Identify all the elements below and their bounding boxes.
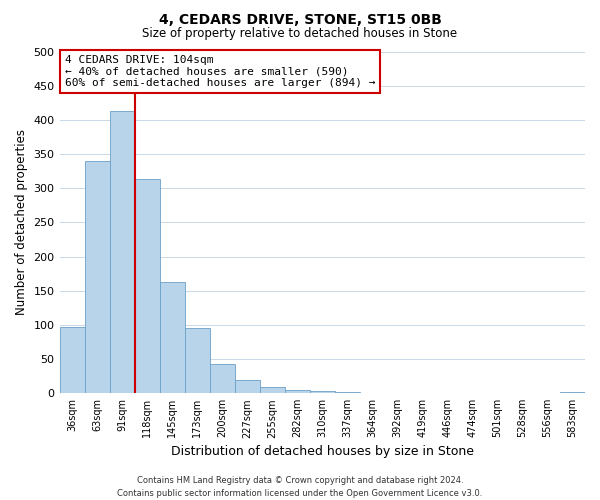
Bar	[285, 390, 310, 393]
Bar	[209, 364, 235, 393]
Text: 4 CEDARS DRIVE: 104sqm
← 40% of detached houses are smaller (590)
60% of semi-de: 4 CEDARS DRIVE: 104sqm ← 40% of detached…	[65, 55, 375, 88]
Bar	[110, 111, 134, 393]
Bar	[310, 391, 335, 393]
Text: Size of property relative to detached houses in Stone: Size of property relative to detached ho…	[142, 28, 458, 40]
Text: 4, CEDARS DRIVE, STONE, ST15 0BB: 4, CEDARS DRIVE, STONE, ST15 0BB	[158, 12, 442, 26]
Text: Contains HM Land Registry data © Crown copyright and database right 2024.
Contai: Contains HM Land Registry data © Crown c…	[118, 476, 482, 498]
Bar	[59, 327, 85, 393]
Bar	[460, 392, 485, 393]
Bar	[335, 392, 360, 393]
Bar	[260, 387, 285, 393]
X-axis label: Distribution of detached houses by size in Stone: Distribution of detached houses by size …	[171, 444, 474, 458]
Bar	[160, 282, 185, 393]
Bar	[560, 392, 585, 393]
Bar	[85, 161, 110, 393]
Bar	[235, 380, 260, 393]
Bar	[134, 178, 160, 393]
Y-axis label: Number of detached properties: Number of detached properties	[15, 130, 28, 316]
Bar	[185, 328, 209, 393]
Bar	[535, 392, 560, 393]
